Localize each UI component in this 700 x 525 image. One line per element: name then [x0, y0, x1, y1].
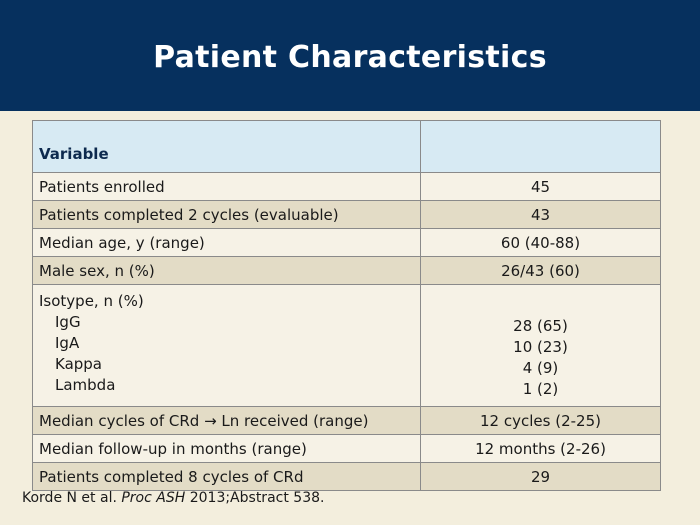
- row-label: Patients completed 8 cycles of CRd: [32, 462, 421, 491]
- row-label: Median follow-up in months (range): [32, 434, 421, 463]
- isotype-item-value: 1 (2): [522, 380, 559, 398]
- citation-detail: 2013;Abstract 538.: [185, 490, 325, 506]
- isotype-item-value: 4 (9): [522, 359, 559, 377]
- characteristics-table-container: Variable Patients enrolled 45 Patients c…: [32, 120, 661, 491]
- isotype-item-label: Kappa: [55, 355, 102, 373]
- row-label: Male sex, n (%): [32, 256, 421, 285]
- row-label: Patients enrolled: [32, 172, 421, 201]
- row-value: 60 (40-88): [420, 228, 661, 257]
- table-row: Median cycles of CRd → Ln received (rang…: [32, 406, 661, 435]
- isotype-item-value: 10 (23): [513, 338, 568, 356]
- isotype-values: 28 (65) 10 (23) 4 (9) 1 (2): [420, 284, 661, 407]
- table-row: Patients completed 2 cycles (evaluable) …: [32, 200, 661, 229]
- row-label: Median cycles of CRd → Ln received (rang…: [32, 406, 421, 435]
- citation-journal: Proc ASH: [121, 490, 186, 506]
- table-row: Patients enrolled 45: [32, 172, 661, 201]
- row-value: 45: [420, 172, 661, 201]
- header-value: [420, 120, 661, 173]
- isotype-item-label: Lambda: [55, 376, 116, 394]
- table-row: Male sex, n (%) 26/43 (60): [32, 256, 661, 285]
- isotype-item-label: IgG: [55, 313, 81, 331]
- table-header-row: Variable: [32, 120, 661, 173]
- row-value: 12 months (2-26): [420, 434, 661, 463]
- page-title: Patient Characteristics: [153, 40, 547, 75]
- characteristics-table: Variable Patients enrolled 45 Patients c…: [32, 120, 661, 491]
- isotype-row: Isotype, n (%) IgG IgA Kappa Lambda 28 (…: [32, 284, 661, 407]
- row-label: Median age, y (range): [32, 228, 421, 257]
- isotype-heading: Isotype, n (%): [39, 292, 144, 310]
- row-label: Patients completed 2 cycles (evaluable): [32, 200, 421, 229]
- citation-author: Korde N et al.: [22, 490, 122, 506]
- row-value: 26/43 (60): [420, 256, 661, 285]
- table-row: Median follow-up in months (range) 12 mo…: [32, 434, 661, 463]
- row-value: 12 cycles (2-25): [420, 406, 661, 435]
- row-value: 43: [420, 200, 661, 229]
- header-variable: Variable: [32, 120, 421, 173]
- isotype-labels: Isotype, n (%) IgG IgA Kappa Lambda: [32, 284, 421, 407]
- title-banner: Patient Characteristics: [0, 0, 700, 111]
- isotype-item-value: 28 (65): [513, 317, 568, 335]
- table-row: Patients completed 8 cycles of CRd 29: [32, 462, 661, 491]
- citation: Korde N et al. Proc ASH 2013;Abstract 53…: [22, 490, 324, 506]
- isotype-item-label: IgA: [55, 334, 80, 352]
- row-value: 29: [420, 462, 661, 491]
- table-row: Median age, y (range) 60 (40-88): [32, 228, 661, 257]
